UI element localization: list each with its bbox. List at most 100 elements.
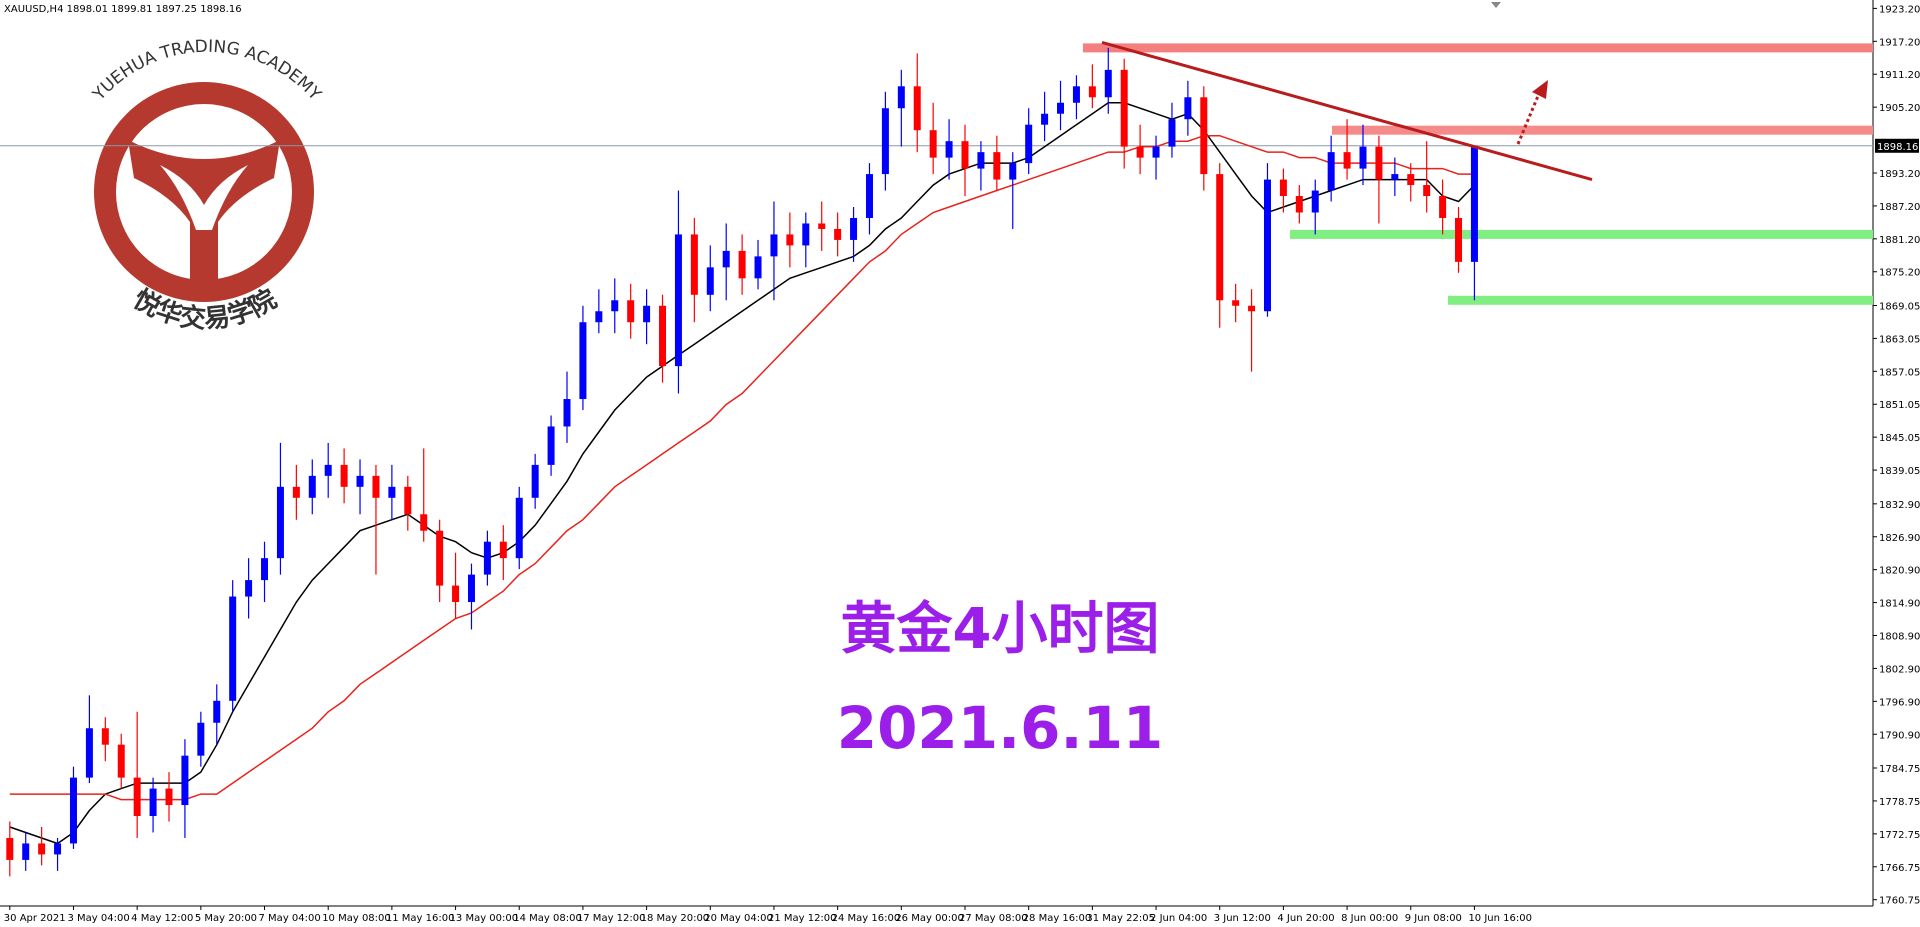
candle-body [929,130,937,158]
candle-body [22,843,30,860]
price-zone [1332,125,1873,135]
candle-body [993,152,1001,180]
candle-body [1025,124,1033,164]
candle-body [1279,179,1287,197]
arrow-head [1532,80,1548,99]
y-tick-label: 1778.75 [1879,797,1920,808]
candle-body [802,223,810,246]
x-tick-label: 26 May 00:00 [895,913,964,924]
candle-body [6,837,14,860]
x-tick-label: 10 May 08:00 [322,913,391,924]
candle-body [1200,97,1208,175]
candle-body [1104,69,1112,98]
candle-body [531,464,539,498]
y-tick-label: 1887.20 [1879,202,1920,213]
x-tick-label: 18 May 20:00 [641,913,710,924]
y-tick-label: 1784.75 [1879,764,1920,775]
x-tick-label: 11 May 16:00 [386,913,455,924]
x-tick-label: 20 May 04:00 [704,913,773,924]
candle-body [945,141,953,158]
candle-body [1136,146,1144,158]
candle-body [1232,300,1240,306]
price-zone [1448,295,1873,305]
candle-body [388,486,396,498]
y-tick-label: 1923.20 [1879,4,1920,15]
y-tick-label: 1796.90 [1879,697,1920,708]
candle-body [786,234,794,246]
x-tick-label: 4 Jun 20:00 [1277,913,1334,924]
candle-body [1263,179,1271,312]
candle-body [117,744,125,778]
x-tick-label: 17 May 12:00 [577,913,646,924]
candle-body [452,585,460,603]
candle-body [483,541,491,575]
candle-body [54,843,62,855]
candle-body [1295,196,1303,213]
shift-marker [1491,2,1501,8]
candle-body [690,234,698,295]
candle-body [229,596,237,701]
candle-body [1009,163,1017,180]
candle-body [420,514,428,531]
candle-body [547,426,555,465]
x-tick-label: 27 May 08:00 [959,913,1028,924]
candle-body [897,86,905,109]
candle-body [977,152,985,169]
candle-body [595,311,603,323]
x-tick-label: 28 May 16:00 [1023,913,1092,924]
candle-body [1041,113,1049,125]
y-tick-label: 1905.20 [1879,103,1920,114]
candle-body [1455,217,1463,262]
candle-body [1343,152,1351,169]
candle-body [834,228,842,240]
y-tick-label: 1839.05 [1879,466,1920,477]
chart-title: 黄金4小时图 [841,597,1160,662]
candle-body [1184,97,1192,120]
trendline [1101,40,1593,182]
x-tick-label: 7 May 04:00 [259,913,321,924]
x-tick-label: 14 May 08:00 [513,913,582,924]
last-price-label: 1898.16 [1877,142,1918,153]
header: XAUUSD,H4 1898.01 1899.81 1897.25 1898.1… [4,4,242,15]
candle-body [754,256,762,279]
candle-body [865,174,873,218]
x-tick-label: 3 May 04:00 [67,913,129,924]
y-tick-label: 1911.20 [1879,70,1920,81]
candle-body [404,486,412,515]
x-tick-label: 21 May 12:00 [768,913,837,924]
candle-body [674,234,682,367]
candle-body [1359,146,1367,169]
x-tick-label: 3 Jun 12:00 [1214,913,1271,924]
candle-body [1072,86,1080,103]
candle-body [356,475,364,487]
candle-body [245,580,253,597]
candle-body [149,788,157,817]
candle-body [276,486,284,559]
x-tick-label: 4 May 12:00 [131,913,193,924]
candle-body [913,86,921,131]
y-tick-label: 1893.20 [1879,169,1920,180]
candle-body [881,108,889,175]
candle-body [197,722,205,756]
candle-body [101,728,109,745]
y-tick-label: 1772.75 [1879,830,1920,841]
candle-body [515,497,523,559]
y-tick-label: 1766.75 [1879,863,1920,874]
candle-body [1152,146,1160,158]
x-tick-label: 30 Apr 2021 [4,913,66,924]
candle-body [850,217,858,240]
moving-average [9,102,1475,845]
candle-body [1088,86,1096,98]
arrow [1516,95,1540,145]
candle-body [818,223,826,229]
candle-body [643,305,651,323]
candle-body [722,250,730,268]
candle-body [1311,190,1319,213]
candle-body [1470,145,1478,262]
candle-body [372,475,380,498]
y-tick-label: 1869.05 [1879,301,1920,312]
